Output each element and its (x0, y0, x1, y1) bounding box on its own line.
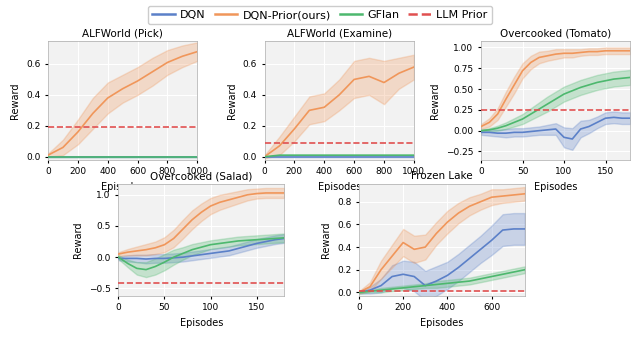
X-axis label: Episodes: Episodes (317, 182, 361, 192)
Title: Overcooked (Tomato): Overcooked (Tomato) (500, 29, 611, 39)
X-axis label: Episodes: Episodes (101, 182, 145, 192)
Title: Overcooked (Salad): Overcooked (Salad) (150, 171, 253, 182)
X-axis label: Episodes: Episodes (420, 318, 463, 328)
Title: ALFWorld (Examine): ALFWorld (Examine) (287, 29, 392, 39)
Y-axis label: Reward: Reward (10, 82, 20, 119)
Y-axis label: Reward: Reward (430, 82, 440, 119)
Y-axis label: Reward: Reward (321, 221, 332, 258)
X-axis label: Episodes: Episodes (180, 318, 223, 328)
Legend: DQN, DQN-Prior(ours), GFlan, LLM Prior: DQN, DQN-Prior(ours), GFlan, LLM Prior (148, 5, 492, 24)
Title: Frozen Lake: Frozen Lake (411, 171, 473, 182)
Title: ALFWorld (Pick): ALFWorld (Pick) (82, 29, 163, 39)
Y-axis label: Reward: Reward (227, 82, 237, 119)
Y-axis label: Reward: Reward (74, 221, 83, 258)
X-axis label: Episodes: Episodes (534, 182, 577, 192)
